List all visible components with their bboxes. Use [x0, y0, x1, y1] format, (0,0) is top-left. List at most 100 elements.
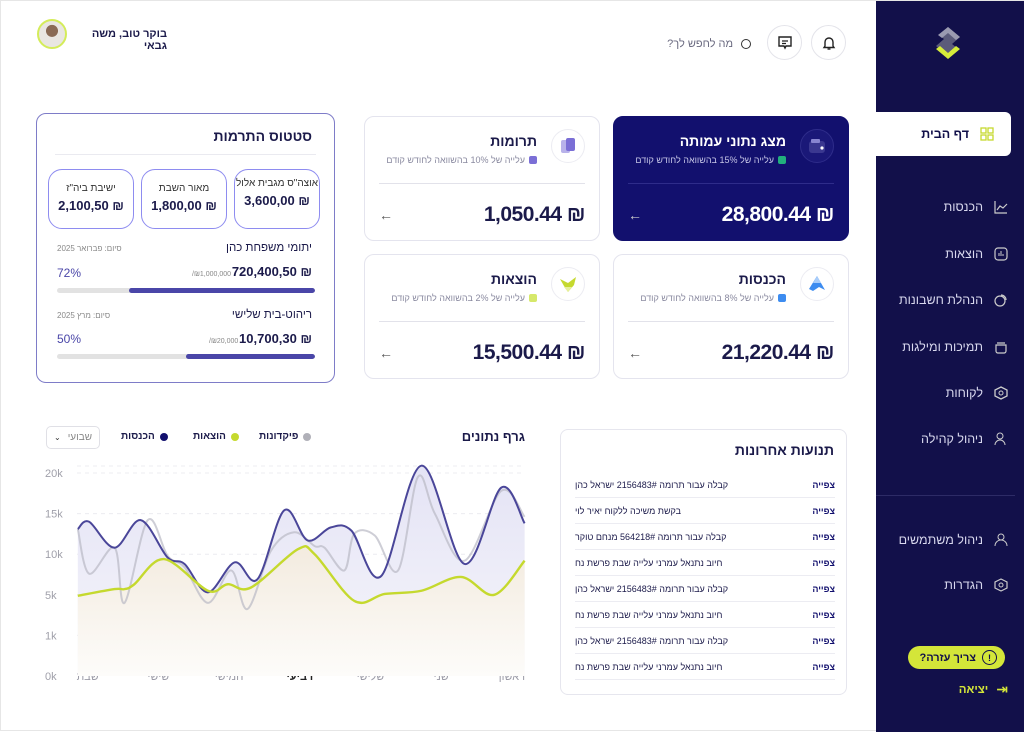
- campaign-goal: /₪20,000: [209, 338, 239, 345]
- stat-card-donations[interactable]: תרומות עלייה של 10% בהשוואה לחודש קודם ₪…: [364, 116, 600, 241]
- divider: [55, 154, 316, 155]
- arrow-left-icon[interactable]: ←: [628, 345, 642, 361]
- arrow-left-icon[interactable]: ←: [379, 345, 393, 361]
- campaign-percent: 72%: [57, 266, 82, 280]
- transaction-row: בקשת משיכה ללקוח יאיר לוי צפייה: [575, 498, 835, 524]
- expenses-area: [77, 546, 525, 676]
- transaction-description: חיוב נתנאל עמרני עלייה שבת פרשת נח: [575, 557, 723, 568]
- view-link[interactable]: צפייה: [812, 531, 835, 542]
- period-select[interactable]: שבועי ⌄: [46, 426, 100, 449]
- view-link[interactable]: צפייה: [812, 661, 835, 672]
- search-input[interactable]: מה לחפש לך?: [651, 35, 751, 53]
- arrow-left-icon[interactable]: ←: [628, 207, 642, 223]
- view-link[interactable]: צפייה: [812, 557, 835, 568]
- legend-dot: [159, 432, 168, 441]
- chat-icon: [777, 35, 792, 50]
- sidebar-item[interactable]: הגדרות: [876, 570, 1024, 600]
- stat-card-expenses[interactable]: הוצאות עלייה של 2% בהשוואה לחודש קודם ₪ …: [364, 254, 600, 379]
- sidebar-item[interactable]: הכנסות: [876, 192, 1024, 222]
- progress-fill: [129, 288, 315, 293]
- panel-title: סטטוס התרמות: [213, 128, 312, 144]
- transaction-description: קבלה עבור תרומה 2156483# ישראל כהן: [575, 583, 729, 594]
- stat-amount: ₪ 28,800.44: [721, 203, 835, 226]
- wallet-icon: [800, 129, 834, 163]
- progress-bar: [57, 354, 315, 359]
- sidebar-item[interactable]: ניהול קהילה: [876, 424, 1024, 454]
- y-tick-label: 10k: [45, 549, 63, 561]
- transaction-description: קבלה עבור תרומה 2156483# ישראל כהן: [575, 479, 729, 490]
- transactions-panel: תנועות אחרונות קבלה עבור תרומה 2156483# …: [560, 429, 847, 695]
- series-line-expenses: [77, 544, 526, 605]
- y-tick-label: 1k: [45, 630, 57, 642]
- transaction-description: חיוב נתנאל עמרני עלייה שבת פרשת נח: [575, 609, 723, 620]
- campaign-pill[interactable]: מאור השבת ₪ 1,800,00: [141, 169, 227, 229]
- donations-icon: [551, 129, 585, 163]
- legend-item: הכנסות: [121, 431, 168, 442]
- sidebar-item[interactable]: הוצאות: [876, 239, 1024, 269]
- series-line-income: [77, 464, 526, 594]
- transaction-row: קבלה עבור תרומה 2156483# ישראל כהן צפייה: [575, 576, 835, 602]
- transaction-row: קבלה עבור תרומה 2156483# ישראל כהן צפייה: [575, 472, 835, 498]
- logout-icon: ⇥: [996, 681, 1008, 697]
- notifications-button[interactable]: [811, 25, 846, 60]
- transaction-description: בקשת משיכה ללקוח יאיר לוי: [575, 505, 682, 516]
- legend-dot: [230, 432, 239, 441]
- divider: [628, 321, 834, 322]
- series-line-deposits: [76, 474, 526, 611]
- y-tick-label: 5k: [45, 590, 57, 602]
- sidebar: דף הבית הכנסות הוצאות הנהלת חשבונות תמיכות ו…: [876, 1, 1024, 732]
- progress-bar: [57, 288, 315, 293]
- arrow-left-icon[interactable]: ←: [379, 207, 393, 223]
- sidebar-item[interactable]: הנהלת חשבונות: [876, 285, 1024, 315]
- messages-button[interactable]: [767, 25, 802, 60]
- view-link[interactable]: צפייה: [812, 479, 835, 490]
- pie-icon: [993, 292, 1009, 308]
- legend-dot: [303, 432, 312, 441]
- transaction-row: קבלה עבור תרומה 2156483# ישראל כהן צפייה: [575, 628, 835, 654]
- transaction-row: חיוב נתנאל עמרני עלייה שבת פרשת נח צפייה: [575, 550, 835, 576]
- greeting: בוקר טוב, משה גבאי: [91, 28, 167, 52]
- y-tick-label: 15k: [45, 509, 63, 521]
- sidebar-item[interactable]: דף הבית: [876, 112, 1011, 156]
- divider: [379, 321, 585, 322]
- trend-up-icon: [529, 156, 537, 164]
- transaction-description: חיוב נתנאל עמרני עלייה שבת פרשת נח: [575, 661, 723, 672]
- stat-card-income[interactable]: הכנסות עלייה של 8% בהשוואה לחודש קודם ₪ …: [613, 254, 849, 379]
- transaction-row: חיוב נתנאל עמרני עלייה שבת פרשת נח צפייה: [575, 602, 835, 628]
- panel-title: תנועות אחרונות: [734, 442, 834, 458]
- view-link[interactable]: צפייה: [812, 583, 835, 594]
- legend-item: הוצאות: [193, 431, 239, 442]
- settings-icon: [993, 577, 1009, 593]
- campaign-end-date: סיום: פברואר 2025: [57, 244, 122, 253]
- sidebar-item[interactable]: לקוחות: [876, 378, 1024, 408]
- campaign-amount: ₪ 10,700,30: [239, 331, 312, 346]
- campaign-pill[interactable]: ישיבת ביה"ז ₪ 2,100,50: [48, 169, 134, 229]
- logout-button[interactable]: ⇥ יציאה: [958, 681, 1008, 697]
- view-link[interactable]: צפייה: [812, 505, 835, 516]
- jar-icon: [993, 339, 1009, 355]
- stat-card-organization[interactable]: מצג נתוני עמותה עלייה של 15% בהשוואה לחו…: [613, 116, 849, 241]
- chart-legend: פיקדונות הוצאות הכנסות: [111, 431, 321, 445]
- trend-up-icon: [778, 156, 786, 164]
- legend-item: פיקדונות: [259, 431, 312, 442]
- sidebar-item[interactable]: ניהול משתמשים: [876, 525, 1024, 555]
- grid-icon: [979, 126, 995, 142]
- progress-fill: [186, 354, 315, 359]
- avatar[interactable]: [37, 19, 67, 49]
- campaign-name: יתומי משפחת כהן: [226, 242, 312, 254]
- stat-amount: ₪ 1,050.44: [483, 203, 586, 226]
- users-icon: [993, 431, 1009, 447]
- stat-amount: ₪ 21,220.44: [721, 341, 835, 364]
- transaction-row: חיוב נתנאל עמרני עלייה שבת פרשת נח צפייה: [575, 654, 835, 680]
- campaign-pill[interactable]: אוצה"ס מגבית אלול ₪ 3,600,00: [234, 169, 320, 229]
- transaction-row: קבלה עבור תרומה 564218# מנחם טוקר צפייה: [575, 524, 835, 550]
- sidebar-item[interactable]: תמיכות ומילגות: [876, 332, 1024, 362]
- view-link[interactable]: צפייה: [812, 635, 835, 646]
- view-link[interactable]: צפייה: [812, 609, 835, 620]
- help-button[interactable]: ! צריך עזרה?: [908, 646, 1005, 669]
- divider: [628, 183, 834, 184]
- campaign-name: ריהוט-בית שלישי: [231, 309, 312, 321]
- info-icon: !: [982, 650, 997, 665]
- bell-icon: [822, 36, 835, 50]
